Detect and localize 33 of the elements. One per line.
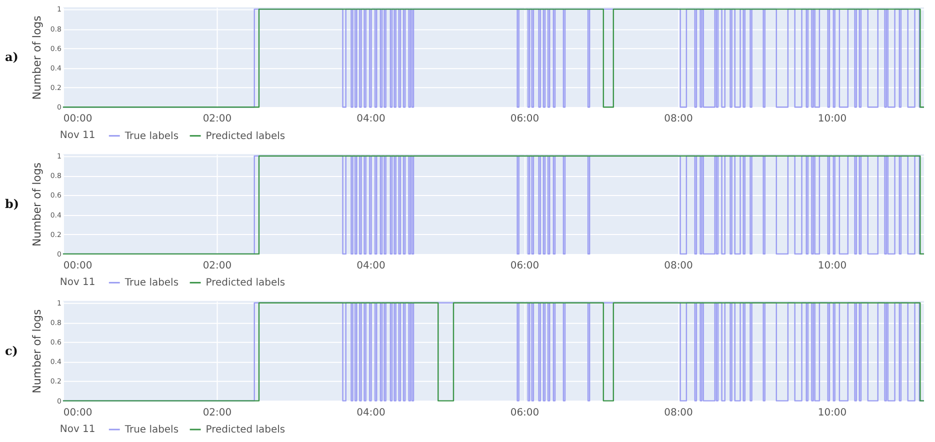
x-tick-label: 06:00 xyxy=(510,260,540,272)
x-tick-label: 04:00 xyxy=(356,407,386,418)
text: b) xyxy=(4,197,20,212)
legend-label: Predicted labels xyxy=(206,130,286,142)
text: c) xyxy=(4,344,18,358)
legend-label: Predicted labels xyxy=(206,278,286,289)
x-tick-label: 00:00 xyxy=(63,407,92,418)
legend-label: True labels xyxy=(124,424,179,436)
legend-label: True labels xyxy=(124,130,179,142)
text: a) xyxy=(4,50,18,64)
x-tick-label: 02:00 xyxy=(202,114,232,125)
text: Nov 11 xyxy=(60,424,96,435)
x-tick-label: 06:00 xyxy=(510,114,540,125)
y-axis-title: Number of logs xyxy=(30,162,44,247)
y-axis-title: Number of logs xyxy=(30,15,44,100)
legend-label: Predicted labels xyxy=(206,424,286,436)
x-tick-label: 10:00 xyxy=(818,114,847,125)
text: Nov 11 xyxy=(60,276,96,288)
text: Nov 11 xyxy=(60,130,96,142)
x-tick-label: 02:00 xyxy=(202,407,232,418)
x-tick-label: 10:00 xyxy=(818,407,847,418)
x-tick-label: 00:00 xyxy=(63,114,92,125)
x-tick-label: 08:00 xyxy=(664,260,693,272)
x-tick-label: 08:00 xyxy=(664,407,693,418)
x-tick-label: 04:00 xyxy=(356,260,386,272)
x-tick-label: 08:00 xyxy=(664,114,693,125)
x-tick-label: 00:00 xyxy=(63,260,92,272)
x-tick-label: 06:00 xyxy=(510,407,540,418)
x-tick-label: 10:00 xyxy=(818,260,847,272)
y-axis-title: Number of logs xyxy=(30,309,44,394)
legend-label: True labels xyxy=(124,278,179,289)
x-tick-label: 04:00 xyxy=(356,114,386,125)
x-tick-label: 02:00 xyxy=(202,260,232,272)
